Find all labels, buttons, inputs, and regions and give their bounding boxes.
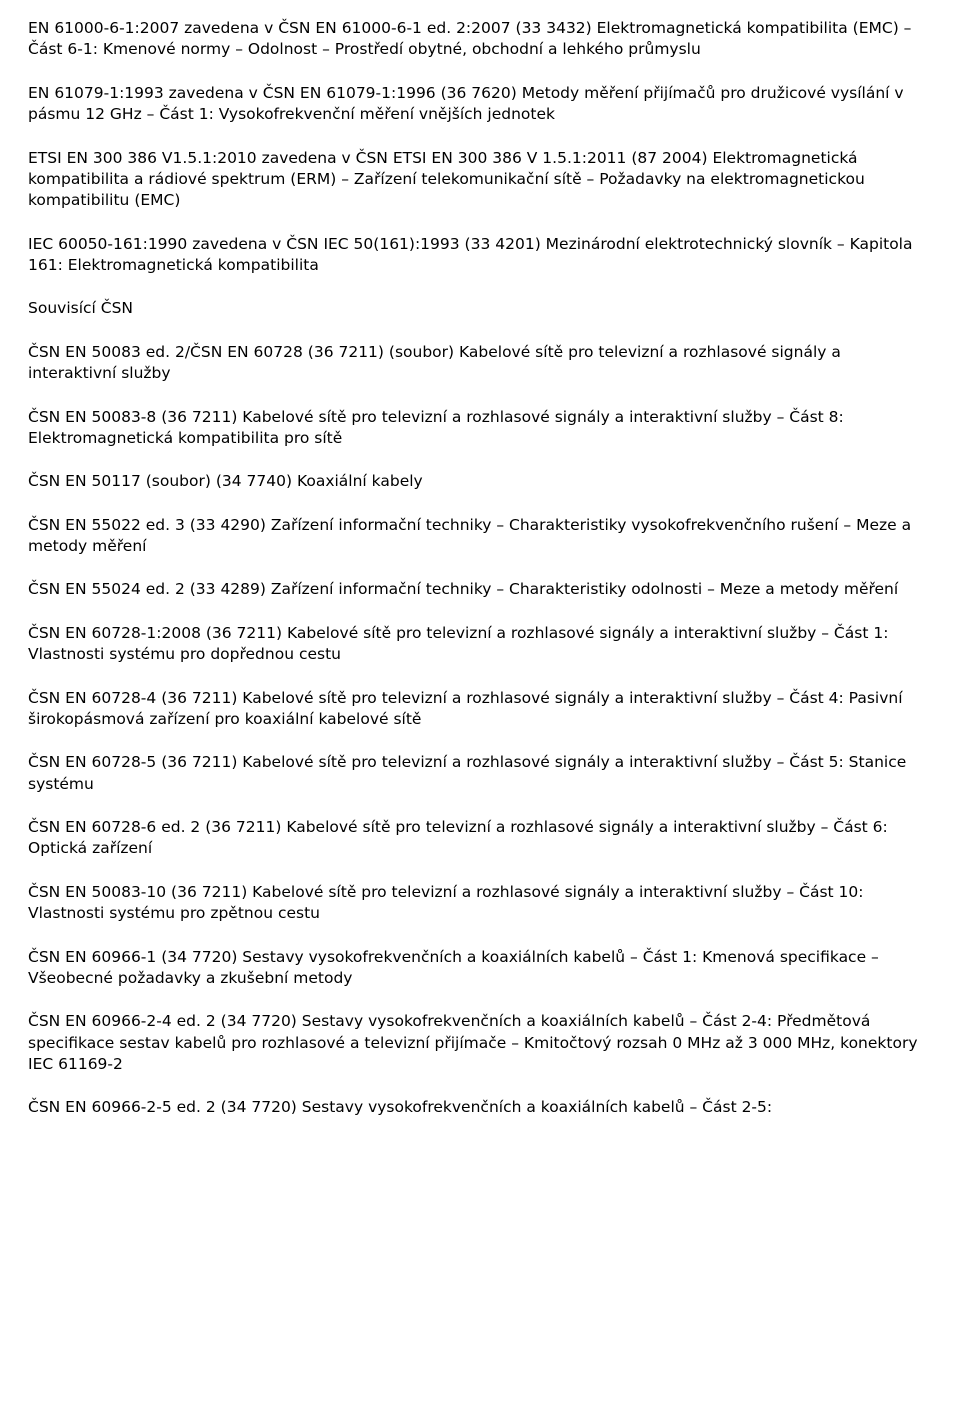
paragraph: ETSI EN 300 386 V1.5.1:2010 zavedena v Č… — [28, 148, 932, 212]
paragraph: ČSN EN 55024 ed. 2 (33 4289) Zařízení in… — [28, 579, 932, 600]
paragraph: ČSN EN 50083-10 (36 7211) Kabelové sítě … — [28, 882, 932, 925]
paragraph: ČSN EN 60728-4 (36 7211) Kabelové sítě p… — [28, 688, 932, 731]
paragraph: ČSN EN 55022 ed. 3 (33 4290) Zařízení in… — [28, 515, 932, 558]
paragraph: IEC 60050-161:1990 zavedena v ČSN IEC 50… — [28, 234, 932, 277]
paragraph: ČSN EN 60728-1:2008 (36 7211) Kabelové s… — [28, 623, 932, 666]
paragraph: ČSN EN 50083-8 (36 7211) Kabelové sítě p… — [28, 407, 932, 450]
paragraph: ČSN EN 60728-6 ed. 2 (36 7211) Kabelové … — [28, 817, 932, 860]
document-body: EN 61000-6-1:2007 zavedena v ČSN EN 6100… — [28, 18, 932, 1119]
paragraph: EN 61000-6-1:2007 zavedena v ČSN EN 6100… — [28, 18, 932, 61]
paragraph: ČSN EN 60966-2-4 ed. 2 (34 7720) Sestavy… — [28, 1011, 932, 1075]
paragraph: ČSN EN 60966-1 (34 7720) Sestavy vysokof… — [28, 947, 932, 990]
paragraph: ČSN EN 50117 (soubor) (34 7740) Koaxiáln… — [28, 471, 932, 492]
paragraph: ČSN EN 60728-5 (36 7211) Kabelové sítě p… — [28, 752, 932, 795]
paragraph: ČSN EN 60966-2-5 ed. 2 (34 7720) Sestavy… — [28, 1097, 932, 1118]
paragraph: Souvisící ČSN — [28, 298, 932, 319]
paragraph: ČSN EN 50083 ed. 2/ČSN EN 60728 (36 7211… — [28, 342, 932, 385]
paragraph: EN 61079-1:1993 zavedena v ČSN EN 61079-… — [28, 83, 932, 126]
